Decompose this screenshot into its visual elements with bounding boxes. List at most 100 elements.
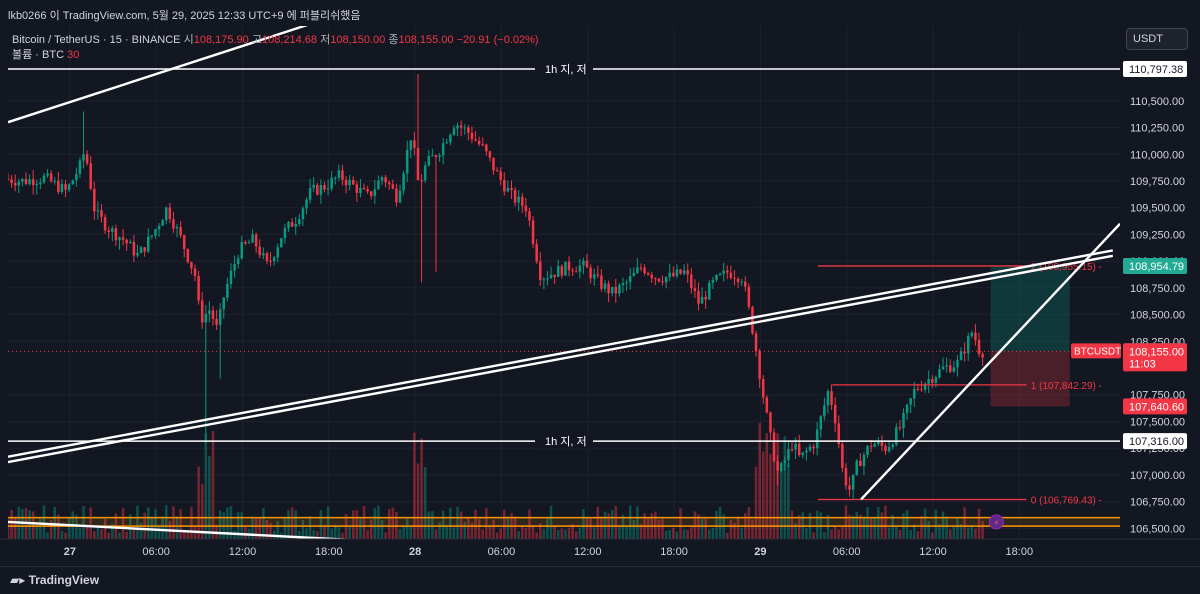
- candle-body: [679, 269, 682, 274]
- symbol-tag: BTCUSDT: [1074, 346, 1121, 357]
- y-tick-label: 106,750.00: [1130, 497, 1185, 509]
- candle-body: [758, 350, 761, 379]
- y-tick-label: 106,500.00: [1130, 523, 1185, 535]
- volume-bar: [398, 528, 402, 539]
- trend-line: [860, 222, 1120, 501]
- volume-bar: [589, 518, 592, 539]
- volume-bar: [963, 507, 966, 539]
- volume-bar: [172, 506, 175, 539]
- candle-body: [57, 180, 60, 192]
- candle-body: [233, 263, 236, 271]
- candle-body: [510, 188, 513, 190]
- candle-body: [499, 171, 502, 180]
- volume-label[interactable]: 볼륨 · BTC: [12, 49, 65, 61]
- volume-bar: [391, 507, 395, 539]
- candle-body: [589, 267, 592, 279]
- volume-bar: [693, 511, 697, 539]
- candle-body: [535, 244, 538, 262]
- candle-body: [290, 222, 294, 227]
- volume-bar: [664, 530, 668, 539]
- candle-body: [916, 388, 920, 390]
- candle-body: [301, 208, 305, 220]
- volume-bar: [326, 506, 330, 539]
- candle-body: [574, 271, 578, 273]
- candle-body: [316, 184, 319, 195]
- candle-body: [528, 211, 531, 221]
- volume-bar: [369, 519, 373, 539]
- candle-body: [258, 246, 262, 256]
- volume-bar: [46, 532, 49, 539]
- volume-bar: [49, 520, 53, 539]
- candle-body: [729, 272, 733, 279]
- candle-body: [427, 155, 431, 166]
- volume-bar: [851, 515, 855, 539]
- candles: [8, 74, 984, 500]
- candle-body: [974, 332, 977, 340]
- x-tick-label: 27: [64, 546, 76, 558]
- candle-body: [948, 365, 952, 372]
- volume-bar: [715, 510, 718, 539]
- candle-body: [779, 463, 783, 471]
- volume-bar: [815, 510, 819, 539]
- volume-bar: [571, 524, 574, 539]
- y-tick-label: 108,500.00: [1130, 310, 1185, 322]
- volume-bar: [862, 516, 866, 539]
- candle-body: [387, 182, 391, 185]
- candle-body: [823, 405, 826, 417]
- price-label-bg: [1123, 61, 1187, 78]
- volume-bar: [823, 531, 826, 539]
- volume-bar: [495, 532, 499, 539]
- candle-body: [826, 391, 830, 406]
- volume-bar: [78, 527, 82, 539]
- candle-body: [193, 268, 197, 277]
- price-label-bg: [1123, 433, 1187, 450]
- currency-button[interactable]: USDT: [1126, 28, 1188, 50]
- candle-body: [542, 279, 546, 281]
- volume-bar: [186, 532, 190, 539]
- volume-bar: [75, 515, 78, 539]
- candle-body: [931, 379, 934, 383]
- horizontal-level-label: 1h 지, 저: [545, 435, 587, 448]
- candle-body: [596, 274, 600, 276]
- volume-bar: [136, 505, 139, 539]
- volume-bar: [179, 509, 182, 539]
- candle-body: [668, 272, 671, 278]
- volume-bar: [531, 525, 535, 539]
- volume-bar: [35, 526, 39, 539]
- candle-body: [966, 336, 970, 354]
- volume-bar: [959, 524, 963, 539]
- candle-body: [366, 189, 369, 192]
- candle-body: [614, 286, 618, 294]
- symbol-legend: Bitcoin / TetherUS · 15 · BINANCE 시108,1…: [12, 31, 539, 47]
- candle-body: [164, 207, 168, 221]
- support-band: [8, 517, 1120, 527]
- symbol-name[interactable]: Bitcoin / TetherUS · 15 · BINANCE: [12, 34, 181, 46]
- candle-body: [830, 391, 833, 405]
- candle-body: [103, 217, 107, 231]
- volume-bar: [485, 507, 488, 539]
- volume-bar: [549, 505, 553, 539]
- candle-body: [147, 236, 150, 252]
- candle-body: [42, 175, 46, 183]
- volume-bar: [754, 466, 758, 539]
- volume-bar: [672, 527, 675, 539]
- volume-bar: [312, 530, 315, 539]
- volume-bar: [931, 532, 934, 539]
- volume-bar: [431, 511, 434, 539]
- candle-body: [344, 179, 348, 186]
- volume-bar: [499, 528, 502, 539]
- volume-bar: [132, 527, 136, 539]
- price-label: 107,640.60: [1129, 401, 1184, 413]
- price-label-bg: [1123, 398, 1187, 415]
- symbol-tag-bg: [1071, 343, 1121, 359]
- volume-bar: [560, 528, 564, 539]
- low-label: 저: [320, 34, 331, 46]
- volume-bar: [89, 507, 92, 539]
- candle-body: [143, 247, 146, 252]
- volume-bar: [319, 510, 323, 539]
- volume-bar: [380, 520, 384, 539]
- candle-body: [17, 181, 21, 186]
- volume-bar: [254, 517, 258, 539]
- volume-bar: [524, 527, 528, 539]
